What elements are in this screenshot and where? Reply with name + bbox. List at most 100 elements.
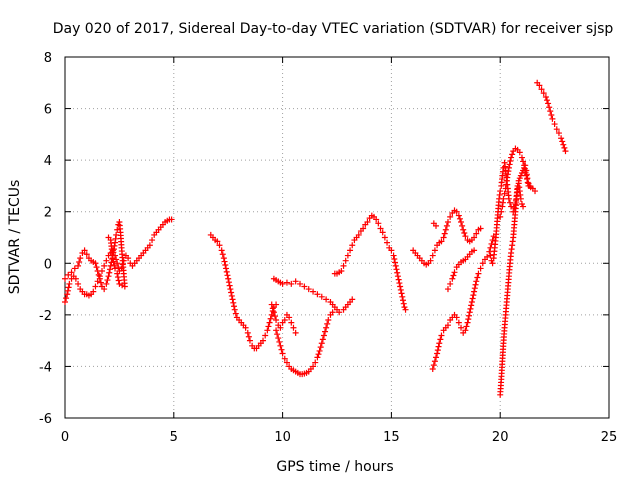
data-point: [75, 280, 82, 287]
data-point: [104, 277, 111, 284]
data-point: [114, 270, 121, 277]
data-point: [269, 305, 276, 312]
data-point: [226, 282, 233, 289]
series-4: [270, 275, 356, 316]
data-point: [395, 276, 402, 283]
data-point: [66, 280, 73, 287]
data-point: [112, 265, 119, 272]
data-point: [266, 319, 273, 326]
data-point: [244, 329, 251, 336]
data-point: [347, 247, 354, 254]
data-point: [101, 286, 108, 293]
data-point: [315, 351, 322, 358]
data-point: [227, 286, 234, 293]
data-point: [224, 272, 231, 279]
data-point: [340, 262, 347, 269]
data-point: [547, 108, 554, 115]
data-point: [281, 317, 288, 324]
data-point: [279, 350, 286, 357]
data-point: [396, 280, 403, 287]
data-point: [288, 280, 295, 287]
data-point: [267, 315, 274, 322]
data-point: [540, 90, 547, 97]
data-point: [283, 279, 290, 286]
data-point: [450, 272, 457, 279]
data-point: [77, 255, 84, 262]
data-point: [471, 285, 478, 292]
data-point: [475, 270, 482, 277]
data-point: [323, 296, 330, 303]
data-point: [360, 225, 367, 232]
data-point: [270, 309, 277, 316]
data-point: [64, 291, 71, 298]
data-point: [470, 292, 477, 299]
series-12: [497, 180, 527, 398]
data-point: [436, 340, 443, 347]
data-point: [473, 230, 480, 237]
data-point: [532, 188, 539, 195]
y-tick-label: -4: [39, 360, 52, 375]
data-point: [318, 340, 325, 347]
data-point: [497, 188, 504, 195]
data-point: [319, 336, 326, 343]
data-point: [538, 86, 545, 93]
data-point: [505, 164, 512, 171]
data-point: [508, 154, 515, 161]
data-point: [273, 317, 280, 324]
data-point: [76, 258, 83, 265]
data-point: [63, 295, 70, 302]
data-point: [447, 213, 454, 220]
data-point: [64, 287, 71, 294]
data-point: [517, 195, 524, 202]
data-point: [125, 255, 132, 262]
data-point: [509, 151, 516, 158]
data-point: [338, 268, 345, 275]
data-point: [106, 269, 113, 276]
data-point: [344, 252, 351, 259]
data-points: [62, 79, 569, 398]
data-point: [400, 297, 407, 304]
data-point: [542, 93, 549, 100]
data-point: [506, 199, 513, 206]
series-0: [62, 216, 175, 305]
data-point: [75, 262, 82, 269]
data-point: [536, 82, 543, 89]
data-point: [444, 322, 451, 329]
data-point: [316, 347, 323, 354]
chart-title: Day 020 of 2017, Sidereal Day-to-day VTE…: [53, 21, 614, 37]
data-point: [555, 130, 562, 137]
data-point: [402, 306, 409, 313]
data-point: [320, 332, 327, 339]
y-tick-label: 8: [44, 51, 52, 66]
y-tick-label: -2: [39, 309, 52, 324]
data-point: [561, 144, 568, 151]
data-point: [477, 265, 484, 272]
data-point: [322, 328, 329, 335]
data-point: [449, 275, 456, 282]
data-point: [373, 216, 380, 223]
data-point: [72, 275, 79, 282]
x-tick-label: 25: [601, 430, 618, 445]
data-point: [456, 215, 463, 222]
x-axis-label: GPS time / hours: [276, 459, 393, 475]
data-point: [516, 149, 523, 156]
data-point: [232, 310, 239, 317]
data-point: [437, 336, 444, 343]
x-tick-label: 10: [274, 430, 291, 445]
data-point: [349, 296, 356, 303]
data-point: [103, 280, 110, 287]
data-point: [562, 148, 569, 155]
data-point: [318, 293, 325, 300]
data-point: [114, 226, 121, 233]
data-point: [498, 208, 505, 215]
data-point: [268, 301, 275, 308]
data-point: [466, 312, 473, 319]
series-5: [273, 309, 336, 378]
data-point: [461, 229, 468, 236]
data-point: [329, 309, 336, 316]
axis-ticks: [64, 56, 610, 419]
data-point: [281, 355, 288, 362]
data-point: [107, 262, 114, 269]
data-point: [466, 309, 473, 316]
